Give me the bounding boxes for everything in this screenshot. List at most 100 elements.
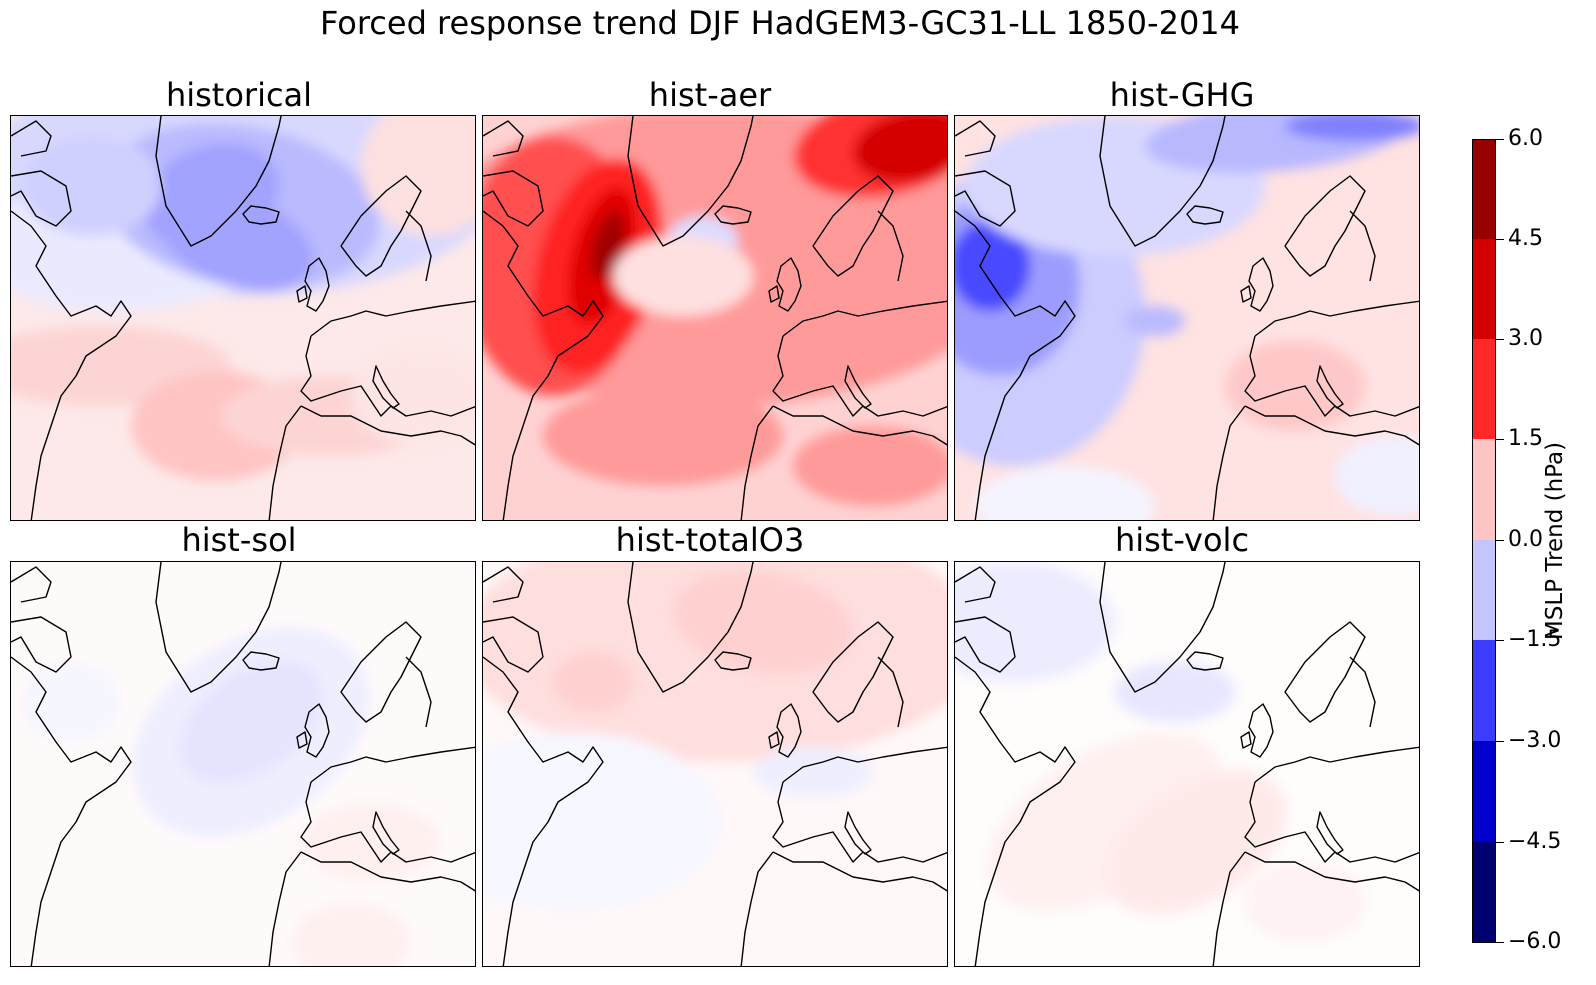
panel-title-hist-volc: hist-volc [1114,521,1250,559]
coastline [1244,746,1419,863]
coastline [340,175,432,282]
map-panel-hist-totalo3 [482,561,948,967]
contour-map-hist-ghg [955,116,1419,520]
contour-region [291,902,411,966]
contour-region [1103,769,1287,915]
coastline [242,205,280,225]
contour-fill-group [11,116,475,481]
coastline [1186,205,1224,225]
coastline [740,851,947,966]
coastline [1240,703,1274,758]
contour-region [553,652,633,712]
coastline [812,175,904,282]
contour-region [1115,662,1235,722]
coastline [1212,405,1419,520]
coastline [300,746,475,863]
panel-title-historical: historical [165,76,313,114]
colorbar-tick-label: 4.5 [1508,226,1543,251]
colorbar-segment-neg4.5-neg3.0 [1472,741,1496,842]
contour-region [543,386,783,486]
coastline [627,562,754,693]
coastline [1212,851,1419,966]
coastline [955,120,1016,227]
contour-region [301,802,441,882]
colorbar-segment-neg6.0-neg4.5 [1472,842,1496,943]
coastline [768,703,802,758]
coastline [296,257,330,312]
contour-map-historical [11,116,475,520]
map-panel-hist-ghg [954,115,1420,521]
coastline [242,651,280,671]
colorbar-segment-neg3.0-neg1.5 [1472,640,1496,741]
coastline [340,621,432,728]
coastline [300,300,475,417]
coastline [372,811,400,855]
colorbar-segment-neg1.5-0.0 [1472,540,1496,640]
contour-region [351,346,475,446]
colorbar-tick [1496,842,1504,843]
colorbar: 6.0 4.5 3.0 1.5 0.0 −1.5 −3.0 −4.5 −6.0 [1472,128,1561,953]
colorbar-segment-4.5-6.0 [1472,139,1496,239]
contour-fill-group [955,116,1419,520]
coastline [372,365,400,409]
colorbar-tick-label: 3.0 [1508,326,1543,351]
coastline [955,210,1076,520]
colorbar-tick-label: −1.5 [1508,627,1562,652]
coastline [1186,651,1224,671]
coastline [955,656,1076,966]
figure-title: Forced response trend DJF HadGEM3-GC31-L… [319,4,1241,42]
contour-region [590,211,626,281]
colorbar-tick-label: −4.5 [1508,829,1562,854]
coastline [844,365,872,409]
contour-region [1225,341,1365,431]
contour-region [853,116,947,183]
contour-region [1285,116,1419,141]
coastline [812,621,904,728]
colorbar-tick [1496,239,1504,240]
coastline [483,120,544,227]
contour-region [975,466,1155,520]
coastline [483,656,604,966]
colorbar-tick [1496,139,1504,140]
contour-region [955,562,1115,682]
colorbar-tick [1496,741,1504,742]
coastline [11,566,72,673]
panel-title-hist-aer: hist-aer [648,76,772,114]
coastline [768,257,802,312]
contour-region [673,570,853,674]
contour-fill-group [483,562,947,912]
map-panel-hist-sol [10,561,476,967]
coastline [1316,365,1344,409]
coastline [714,205,752,225]
coastline [772,746,947,863]
contour-region [21,662,121,742]
contour-region [361,116,475,236]
coastline [772,300,947,417]
contour-region [1245,862,1365,942]
coastline [1284,175,1376,282]
coastline [1284,621,1376,728]
contour-region [613,236,753,316]
colorbar-tick [1496,339,1504,340]
contour-region [159,190,313,292]
colorbar-tick [1496,640,1504,641]
contour-region [793,426,947,506]
colorbar-tick-label: 0.0 [1508,527,1543,552]
contour-map-hist-totalo3 [483,562,947,966]
coastline [627,116,754,247]
colorbar-tick-label: −6.0 [1508,929,1562,954]
coastline [1099,562,1226,693]
contour-region [1335,436,1419,516]
coastline [11,656,132,966]
colorbar-tick [1496,942,1504,943]
map-panel-hist-volc [954,561,1420,967]
coastline [155,562,282,693]
colorbar-segment-1.5-3.0 [1472,339,1496,439]
contour-region [21,136,161,236]
contour-region [179,660,323,784]
coastline [1244,300,1419,417]
coastline [1099,116,1226,247]
map-panel-hist-aer [482,115,948,521]
contour-region [483,732,723,912]
coastline [1240,257,1274,312]
